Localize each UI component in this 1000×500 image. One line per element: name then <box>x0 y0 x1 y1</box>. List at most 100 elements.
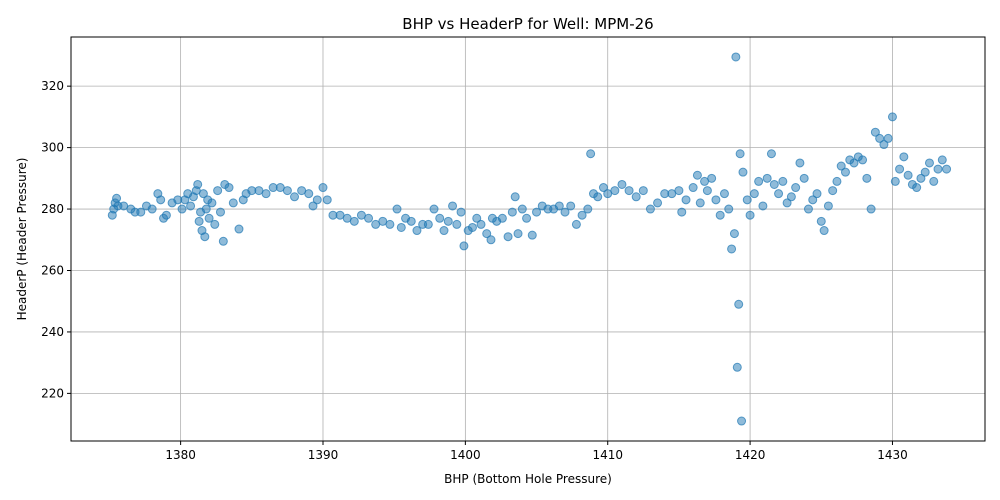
data-point <box>476 219 486 229</box>
data-point <box>349 216 359 226</box>
data-point <box>887 112 897 122</box>
data-point <box>912 183 922 193</box>
data-point <box>486 235 496 245</box>
y-tick-label: 260 <box>41 263 64 277</box>
data-point <box>879 140 889 150</box>
data-point <box>497 213 507 223</box>
data-point <box>218 236 228 246</box>
data-point <box>210 219 220 229</box>
y-axis-label: HeaderP (Header Pressure) <box>15 158 29 321</box>
data-point <box>870 127 880 137</box>
data-point <box>836 161 846 171</box>
data-point <box>194 216 204 226</box>
data-point <box>290 192 300 202</box>
data-point <box>456 207 466 217</box>
data-point <box>554 201 564 211</box>
data-point <box>204 213 214 223</box>
data-point <box>791 183 801 193</box>
y-tick-label: 240 <box>41 325 64 339</box>
data-point <box>624 186 634 196</box>
data-point <box>318 183 328 193</box>
data-point <box>832 176 842 186</box>
data-point <box>866 204 876 214</box>
data-point <box>778 176 788 186</box>
data-point <box>862 173 872 183</box>
data-point <box>734 299 744 309</box>
data-point <box>198 189 208 199</box>
data-point <box>593 192 603 202</box>
data-point <box>213 186 223 196</box>
data-point <box>924 158 934 168</box>
data-point <box>261 189 271 199</box>
data-point <box>459 241 469 251</box>
x-axis: 1380 1390 1400 1410 1420 1430 <box>165 441 908 462</box>
data-point <box>577 210 587 220</box>
data-point <box>875 133 885 143</box>
data-point <box>161 210 171 220</box>
data-point <box>322 195 332 205</box>
data-point <box>112 193 122 203</box>
data-point <box>312 195 322 205</box>
data-point <box>774 189 784 199</box>
data-point <box>234 224 244 234</box>
data-point <box>769 179 779 189</box>
data-point <box>840 167 850 177</box>
y-axis: 220 240 260 280 300 320 <box>41 79 71 400</box>
data-point <box>929 176 939 186</box>
data-point <box>677 207 687 217</box>
data-point <box>731 52 741 62</box>
data-point <box>201 204 211 214</box>
data-point <box>674 186 684 196</box>
data-point <box>364 213 374 223</box>
data-point <box>754 176 764 186</box>
data-point <box>899 152 909 162</box>
data-point <box>439 226 449 236</box>
data-point <box>727 244 737 254</box>
data-point <box>396 222 406 232</box>
data-point <box>719 189 729 199</box>
data-point <box>472 213 482 223</box>
data-point <box>711 195 721 205</box>
data-point <box>849 158 859 168</box>
data-point <box>583 204 593 214</box>
data-point <box>819 226 829 236</box>
data-point <box>895 164 905 174</box>
data-points <box>107 52 952 426</box>
data-point <box>282 186 292 196</box>
data-point <box>823 201 833 211</box>
data-point <box>598 183 608 193</box>
data-point <box>758 201 768 211</box>
data-point <box>156 195 166 205</box>
data-point <box>510 192 520 202</box>
data-point <box>645 204 655 214</box>
data-point <box>916 173 926 183</box>
data-point <box>942 164 952 174</box>
plot-area-frame <box>70 36 986 442</box>
data-point <box>695 198 705 208</box>
chart-title: BHP vs HeaderP for Well: MPM-26 <box>402 15 653 33</box>
data-point <box>732 362 742 372</box>
data-point <box>177 204 187 214</box>
data-point <box>513 229 523 239</box>
data-point <box>571 219 581 229</box>
data-point <box>448 201 458 211</box>
data-point <box>816 216 826 226</box>
y-tick-label: 280 <box>41 202 64 216</box>
data-point <box>782 198 792 208</box>
x-tick-label: 1380 <box>165 448 196 462</box>
data-point <box>681 195 691 205</box>
data-point <box>692 170 702 180</box>
data-point <box>207 198 217 208</box>
data-point <box>858 155 868 165</box>
data-point <box>435 213 445 223</box>
data-point <box>737 416 747 426</box>
data-point <box>638 186 648 196</box>
data-point <box>443 216 453 226</box>
data-point <box>517 204 527 214</box>
data-point <box>795 158 805 168</box>
data-point <box>385 219 395 229</box>
data-point <box>200 232 210 242</box>
data-point <box>742 195 752 205</box>
data-point <box>738 167 748 177</box>
data-point <box>503 232 513 242</box>
